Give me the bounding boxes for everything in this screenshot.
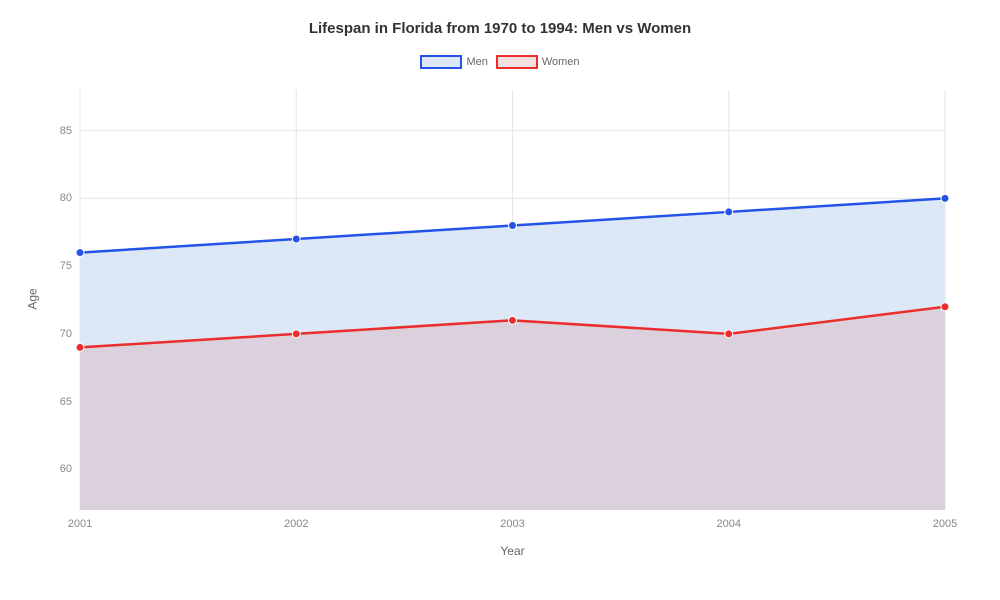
data-point[interactable] bbox=[76, 249, 84, 257]
legend-label-men: Men bbox=[466, 56, 487, 68]
chart-container: Lifespan in Florida from 1970 to 1994: M… bbox=[0, 0, 1000, 600]
x-tick-label: 2004 bbox=[717, 510, 741, 530]
y-tick-label: 60 bbox=[60, 463, 80, 475]
legend: Men Women bbox=[0, 55, 1000, 69]
chart-title: Lifespan in Florida from 1970 to 1994: M… bbox=[0, 20, 1000, 37]
data-point[interactable] bbox=[509, 221, 517, 229]
y-tick-label: 80 bbox=[60, 192, 80, 204]
x-tick-label: 2001 bbox=[68, 510, 92, 530]
data-point[interactable] bbox=[76, 343, 84, 351]
y-tick-label: 65 bbox=[60, 396, 80, 408]
legend-swatch-women bbox=[496, 55, 538, 69]
x-axis-label: Year bbox=[80, 544, 945, 558]
legend-item-men[interactable]: Men bbox=[420, 55, 487, 69]
x-tick-label: 2003 bbox=[500, 510, 524, 530]
y-tick-label: 85 bbox=[60, 125, 80, 137]
y-axis-label: Age bbox=[26, 288, 40, 309]
data-point[interactable] bbox=[941, 303, 949, 311]
data-point[interactable] bbox=[292, 235, 300, 243]
legend-swatch-men bbox=[420, 55, 462, 69]
plot-area: 60657075808520012002200320042005 bbox=[80, 90, 945, 510]
legend-item-women[interactable]: Women bbox=[496, 55, 580, 69]
data-point[interactable] bbox=[509, 316, 517, 324]
data-point[interactable] bbox=[941, 194, 949, 202]
x-tick-label: 2005 bbox=[933, 510, 957, 530]
y-tick-label: 75 bbox=[60, 260, 80, 272]
y-tick-label: 70 bbox=[60, 328, 80, 340]
plot-svg bbox=[80, 90, 945, 510]
data-point[interactable] bbox=[725, 330, 733, 338]
data-point[interactable] bbox=[725, 208, 733, 216]
x-tick-label: 2002 bbox=[284, 510, 308, 530]
legend-label-women: Women bbox=[542, 56, 580, 68]
data-point[interactable] bbox=[292, 330, 300, 338]
